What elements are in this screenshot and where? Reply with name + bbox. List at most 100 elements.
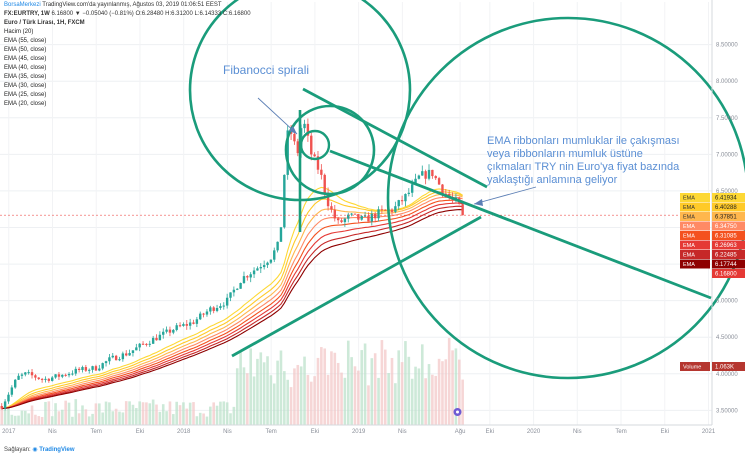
header-quote: FX:EURTRY, 1W 6.16800 ▼ −0.05040 (−0.81%… [4, 11, 251, 17]
volume-bar [40, 416, 44, 425]
volume-bar [266, 356, 269, 425]
legend-ema-50[interactable]: EMA (50, close) [4, 47, 47, 53]
volume-bar [420, 344, 424, 425]
volume-bar [252, 376, 256, 425]
candle-body [34, 375, 37, 378]
ema-price-tag [680, 250, 710, 259]
volume-bar [23, 410, 27, 425]
volume-bar [104, 401, 108, 425]
volume-bar [202, 413, 205, 425]
candle-body [384, 209, 387, 211]
volume-bar [148, 403, 152, 425]
ema-price-tag-value: 6.37851 [715, 215, 737, 221]
legend-volume[interactable]: Hacim (20) [4, 29, 34, 35]
candle-body [326, 192, 330, 207]
candle-body [168, 329, 172, 333]
volume-bar [198, 412, 202, 425]
candle-body [91, 366, 94, 370]
volume-bars [0, 338, 464, 425]
volume-bar [259, 352, 263, 425]
candle-body [400, 200, 404, 202]
price-labels: EMA 6.41934 EMA 6.40288 EMA 6.37851 EMA 6.34750… [453, 193, 745, 416]
ema-price-tag-label: EMA [683, 205, 695, 211]
volume-bar [94, 403, 98, 425]
candle-body [67, 373, 71, 376]
y-tick-label: 8.00000 [716, 79, 738, 85]
y-tick-label: 7.50000 [716, 116, 738, 122]
volume-bar [400, 362, 404, 425]
ema-line [1, 186, 463, 410]
volume-bar [195, 416, 199, 425]
legend-ema-40[interactable]: EMA (40, close) [4, 65, 47, 71]
legend-ema-55[interactable]: EMA (55, close) [4, 38, 47, 44]
volume-bar [101, 412, 104, 425]
grid [0, 2, 712, 425]
ema-annotation-line-3: çıkmaları TRY nin Euro'ya fiyat bazında [487, 161, 680, 173]
candle-body [199, 313, 202, 320]
axes: 8.500008.000007.500007.000006.500006.000… [0, 0, 738, 435]
volume-bar [50, 416, 54, 425]
ema-price-tag [680, 212, 710, 221]
volume-bar [316, 357, 320, 425]
volume-bar [114, 408, 118, 425]
candle-body [276, 241, 279, 251]
candle-body [84, 367, 88, 371]
volume-bar [242, 367, 246, 425]
annotation-arrowhead-right [474, 199, 483, 206]
annotation-arrowhead-left [289, 126, 297, 134]
candle-body [350, 213, 353, 215]
candle-body [363, 215, 367, 217]
candle-body [178, 325, 182, 327]
legend-ema-30[interactable]: EMA (30, close) [4, 83, 47, 89]
volume-bar [293, 368, 296, 425]
candle-body [138, 343, 141, 348]
candle-body [269, 259, 273, 263]
legend-ema-35[interactable]: EMA (35, close) [4, 74, 47, 80]
candle-body [370, 213, 374, 222]
x-tick-label: Tem [91, 429, 102, 435]
volume-bar [303, 356, 306, 425]
candle-body [188, 322, 192, 326]
volume-bar [212, 402, 215, 425]
candle-body [404, 193, 407, 202]
candle-body [64, 374, 67, 376]
footer-brand[interactable]: TradingView [39, 447, 75, 453]
volume-bar [222, 401, 226, 425]
volume-bar [20, 410, 24, 425]
ema-line [1, 199, 463, 410]
trendline-lower-2 [329, 149, 712, 300]
candle-body [380, 209, 384, 211]
candle-body [313, 154, 316, 157]
volume-bar [346, 340, 350, 425]
candle-body [289, 130, 293, 134]
volume-bar [128, 401, 131, 425]
candle-body [357, 214, 360, 220]
candle-body [320, 169, 323, 175]
volume-bar [135, 408, 138, 425]
candle-body [242, 276, 246, 283]
ema-price-tag-value: 6.34750 [715, 224, 737, 230]
x-tick-label: 2017 [2, 429, 16, 435]
legend-ema-25[interactable]: EMA (25, close) [4, 92, 47, 98]
symbol[interactable]: FX:EURTRY, 1W [4, 11, 50, 17]
candle-body [293, 133, 296, 142]
candle-body [252, 270, 256, 275]
volume-bar [246, 373, 249, 425]
volume-bar [367, 385, 370, 425]
volume-bar [262, 362, 266, 425]
candle-body [185, 324, 188, 326]
volume-bar [363, 343, 367, 425]
legend-ema-45[interactable]: EMA (45, close) [4, 56, 47, 62]
legend-ema-20[interactable]: EMA (20, close) [4, 101, 47, 107]
last-price-tag [712, 269, 745, 278]
candle-body [347, 214, 350, 219]
candle-body [236, 288, 239, 290]
ema-price-tag-value-bg [712, 212, 745, 221]
volume-bar [461, 379, 464, 425]
ema-price-tag-label: EMA [683, 243, 695, 249]
candle-body [421, 171, 424, 176]
volume-tag-value-bg [712, 362, 745, 371]
candle-body [7, 394, 10, 402]
volume-bar [410, 378, 414, 425]
